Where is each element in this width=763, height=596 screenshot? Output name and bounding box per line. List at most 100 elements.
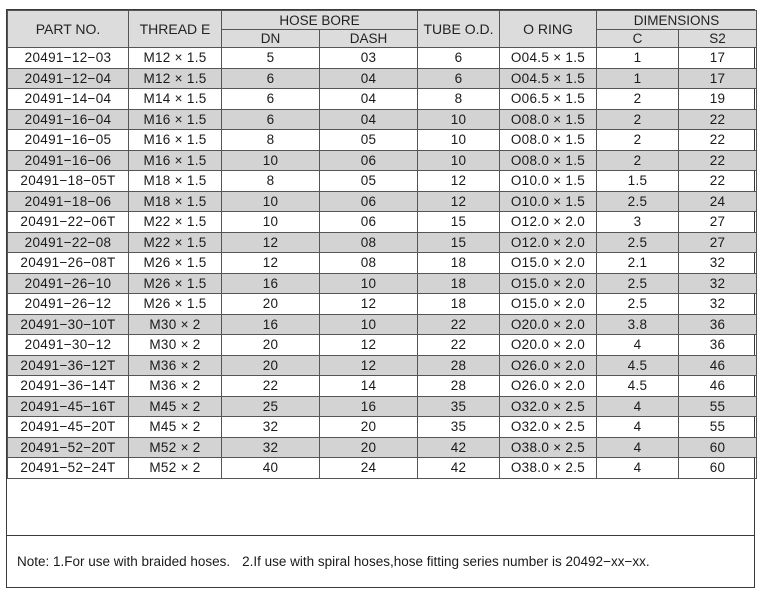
s2-cell: 36 <box>677 313 758 335</box>
c-cell: 2.5 <box>596 293 679 315</box>
c-cell: 4.5 <box>596 354 679 376</box>
o-ring-cell: O32.0 × 2.5 <box>499 416 597 438</box>
tube-od-cell: 35 <box>417 416 500 438</box>
thread-cell: M16 × 1.5 <box>128 149 222 171</box>
dash-cell: 08 <box>319 252 418 274</box>
note-braided: Note: 1.For use with braided hoses. <box>17 554 231 569</box>
dn-cell: 8 <box>221 129 320 151</box>
thread-cell: M22 × 1.5 <box>128 211 222 233</box>
table-row: 20491−14−04 M14 × 1.5 6 04 8 O06.5 × 1.5 2 19 <box>7 88 758 110</box>
thread-cell: M18 × 1.5 <box>128 190 222 212</box>
o-ring-cell: O15.0 × 2.0 <box>499 272 597 294</box>
c-cell: 3 <box>596 211 679 233</box>
s2-cell: 22 <box>677 149 758 171</box>
dn-cell: 12 <box>221 231 320 253</box>
tube-od-cell: 15 <box>417 211 500 233</box>
dn-cell: 5 <box>221 47 320 69</box>
header-dn: DN <box>221 29 320 48</box>
header-dash: DASH <box>319 29 418 48</box>
dn-cell: 20 <box>221 293 320 315</box>
thread-cell: M45 × 2 <box>128 416 222 438</box>
part-no-cell: 20491−12−03 <box>7 47 129 69</box>
thread-cell: M12 × 1.5 <box>128 47 222 69</box>
tube-od-cell: 8 <box>417 88 500 110</box>
dn-cell: 8 <box>221 170 320 192</box>
header-c: C <box>596 29 679 48</box>
c-cell: 4 <box>596 416 679 438</box>
thread-cell: M14 × 1.5 <box>128 88 222 110</box>
dn-cell: 6 <box>221 88 320 110</box>
o-ring-cell: O08.0 × 1.5 <box>499 129 597 151</box>
o-ring-cell: O26.0 × 2.0 <box>499 375 597 397</box>
table-row: 20491−22−06T M22 × 1.5 10 06 15 O12.0 × 2.0 3 2… <box>7 211 758 233</box>
note-spiral: 2.If use with spiral hoses,hose fitting … <box>242 554 650 569</box>
dn-cell: 6 <box>221 108 320 130</box>
part-no-cell: 20491−18−05T <box>7 170 129 192</box>
s2-cell: 32 <box>677 293 758 315</box>
part-no-cell: 20491−45−20T <box>7 416 129 438</box>
dash-cell: 05 <box>319 170 418 192</box>
header-o-ring: O RING <box>499 10 597 48</box>
dash-cell: 12 <box>319 354 418 376</box>
o-ring-cell: O38.0 × 2.5 <box>499 457 597 479</box>
dn-cell: 6 <box>221 67 320 89</box>
part-no-cell: 20491−16−04 <box>7 108 129 130</box>
s2-cell: 22 <box>677 108 758 130</box>
part-no-cell: 20491−12−04 <box>7 67 129 89</box>
dash-cell: 04 <box>319 108 418 130</box>
dash-cell: 04 <box>319 67 418 89</box>
thread-cell: M26 × 1.5 <box>128 272 222 294</box>
header-dimensions: DIMENSIONS <box>595 10 758 30</box>
dash-cell: 06 <box>319 190 418 212</box>
thread-cell: M52 × 2 <box>128 457 222 479</box>
header-tube-od: TUBE O.D. <box>417 10 500 48</box>
o-ring-cell: O04.5 × 1.5 <box>499 47 597 69</box>
o-ring-cell: O26.0 × 2.0 <box>499 354 597 376</box>
dash-cell: 20 <box>319 416 418 438</box>
table-row: 20491−22−08 M22 × 1.5 12 08 15 O12.0 × 2.0 2.5… <box>7 231 758 253</box>
o-ring-cell: O15.0 × 2.0 <box>499 252 597 274</box>
tube-od-cell: 12 <box>417 170 500 192</box>
dn-cell: 22 <box>221 375 320 397</box>
s2-cell: 60 <box>677 436 758 458</box>
s2-cell: 46 <box>677 354 758 376</box>
tube-od-cell: 22 <box>417 334 500 356</box>
thread-cell: M36 × 2 <box>128 354 222 376</box>
dash-cell: 06 <box>319 149 418 171</box>
tube-od-cell: 6 <box>417 47 500 69</box>
part-no-cell: 20491−18−06 <box>7 190 129 212</box>
dn-cell: 10 <box>221 149 320 171</box>
dn-cell: 32 <box>221 416 320 438</box>
part-no-cell: 20491−30−10T <box>7 313 129 335</box>
tube-od-cell: 12 <box>417 190 500 212</box>
thread-cell: M18 × 1.5 <box>128 170 222 192</box>
c-cell: 4 <box>596 395 679 417</box>
dn-cell: 16 <box>221 272 320 294</box>
s2-cell: 17 <box>677 67 758 89</box>
s2-cell: 17 <box>677 47 758 69</box>
table-row: 20491−36−12T M36 × 2 20 12 28 O26.0 × 2.0 4.5 4… <box>7 354 758 376</box>
o-ring-cell: O15.0 × 2.0 <box>499 293 597 315</box>
fitting-spec-table: PART NO. THREAD E HOSE BORE TUBE O.D. O … <box>7 10 758 479</box>
table-row: 20491−16−06 M16 × 1.5 10 06 10 O08.0 × 1.5 2 22 <box>7 149 758 171</box>
tube-od-cell: 10 <box>417 108 500 130</box>
s2-cell: 19 <box>677 88 758 110</box>
table-row: 20491−16−04 M16 × 1.5 6 04 10 O08.0 × 1.5 2 22 <box>7 108 758 130</box>
table-row: 20491−52−24T M52 × 2 40 24 42 O38.0 × 2.5 4 60 <box>7 457 758 479</box>
c-cell: 2 <box>596 129 679 151</box>
dash-cell: 20 <box>319 436 418 458</box>
table-row: 20491−26−10 M26 × 1.5 16 10 18 O15.0 × 2.0 2.5… <box>7 272 758 294</box>
dn-cell: 12 <box>221 252 320 274</box>
dash-cell: 05 <box>319 129 418 151</box>
o-ring-cell: O08.0 × 1.5 <box>499 108 597 130</box>
dash-cell: 06 <box>319 211 418 233</box>
c-cell: 2.5 <box>596 272 679 294</box>
c-cell: 4 <box>596 457 679 479</box>
part-no-cell: 20491−30−12 <box>7 334 129 356</box>
s2-cell: 24 <box>677 190 758 212</box>
dn-cell: 25 <box>221 395 320 417</box>
s2-cell: 36 <box>677 334 758 356</box>
thread-cell: M45 × 2 <box>128 395 222 417</box>
part-no-cell: 20491−22−06T <box>7 211 129 233</box>
thread-cell: M16 × 1.5 <box>128 108 222 130</box>
